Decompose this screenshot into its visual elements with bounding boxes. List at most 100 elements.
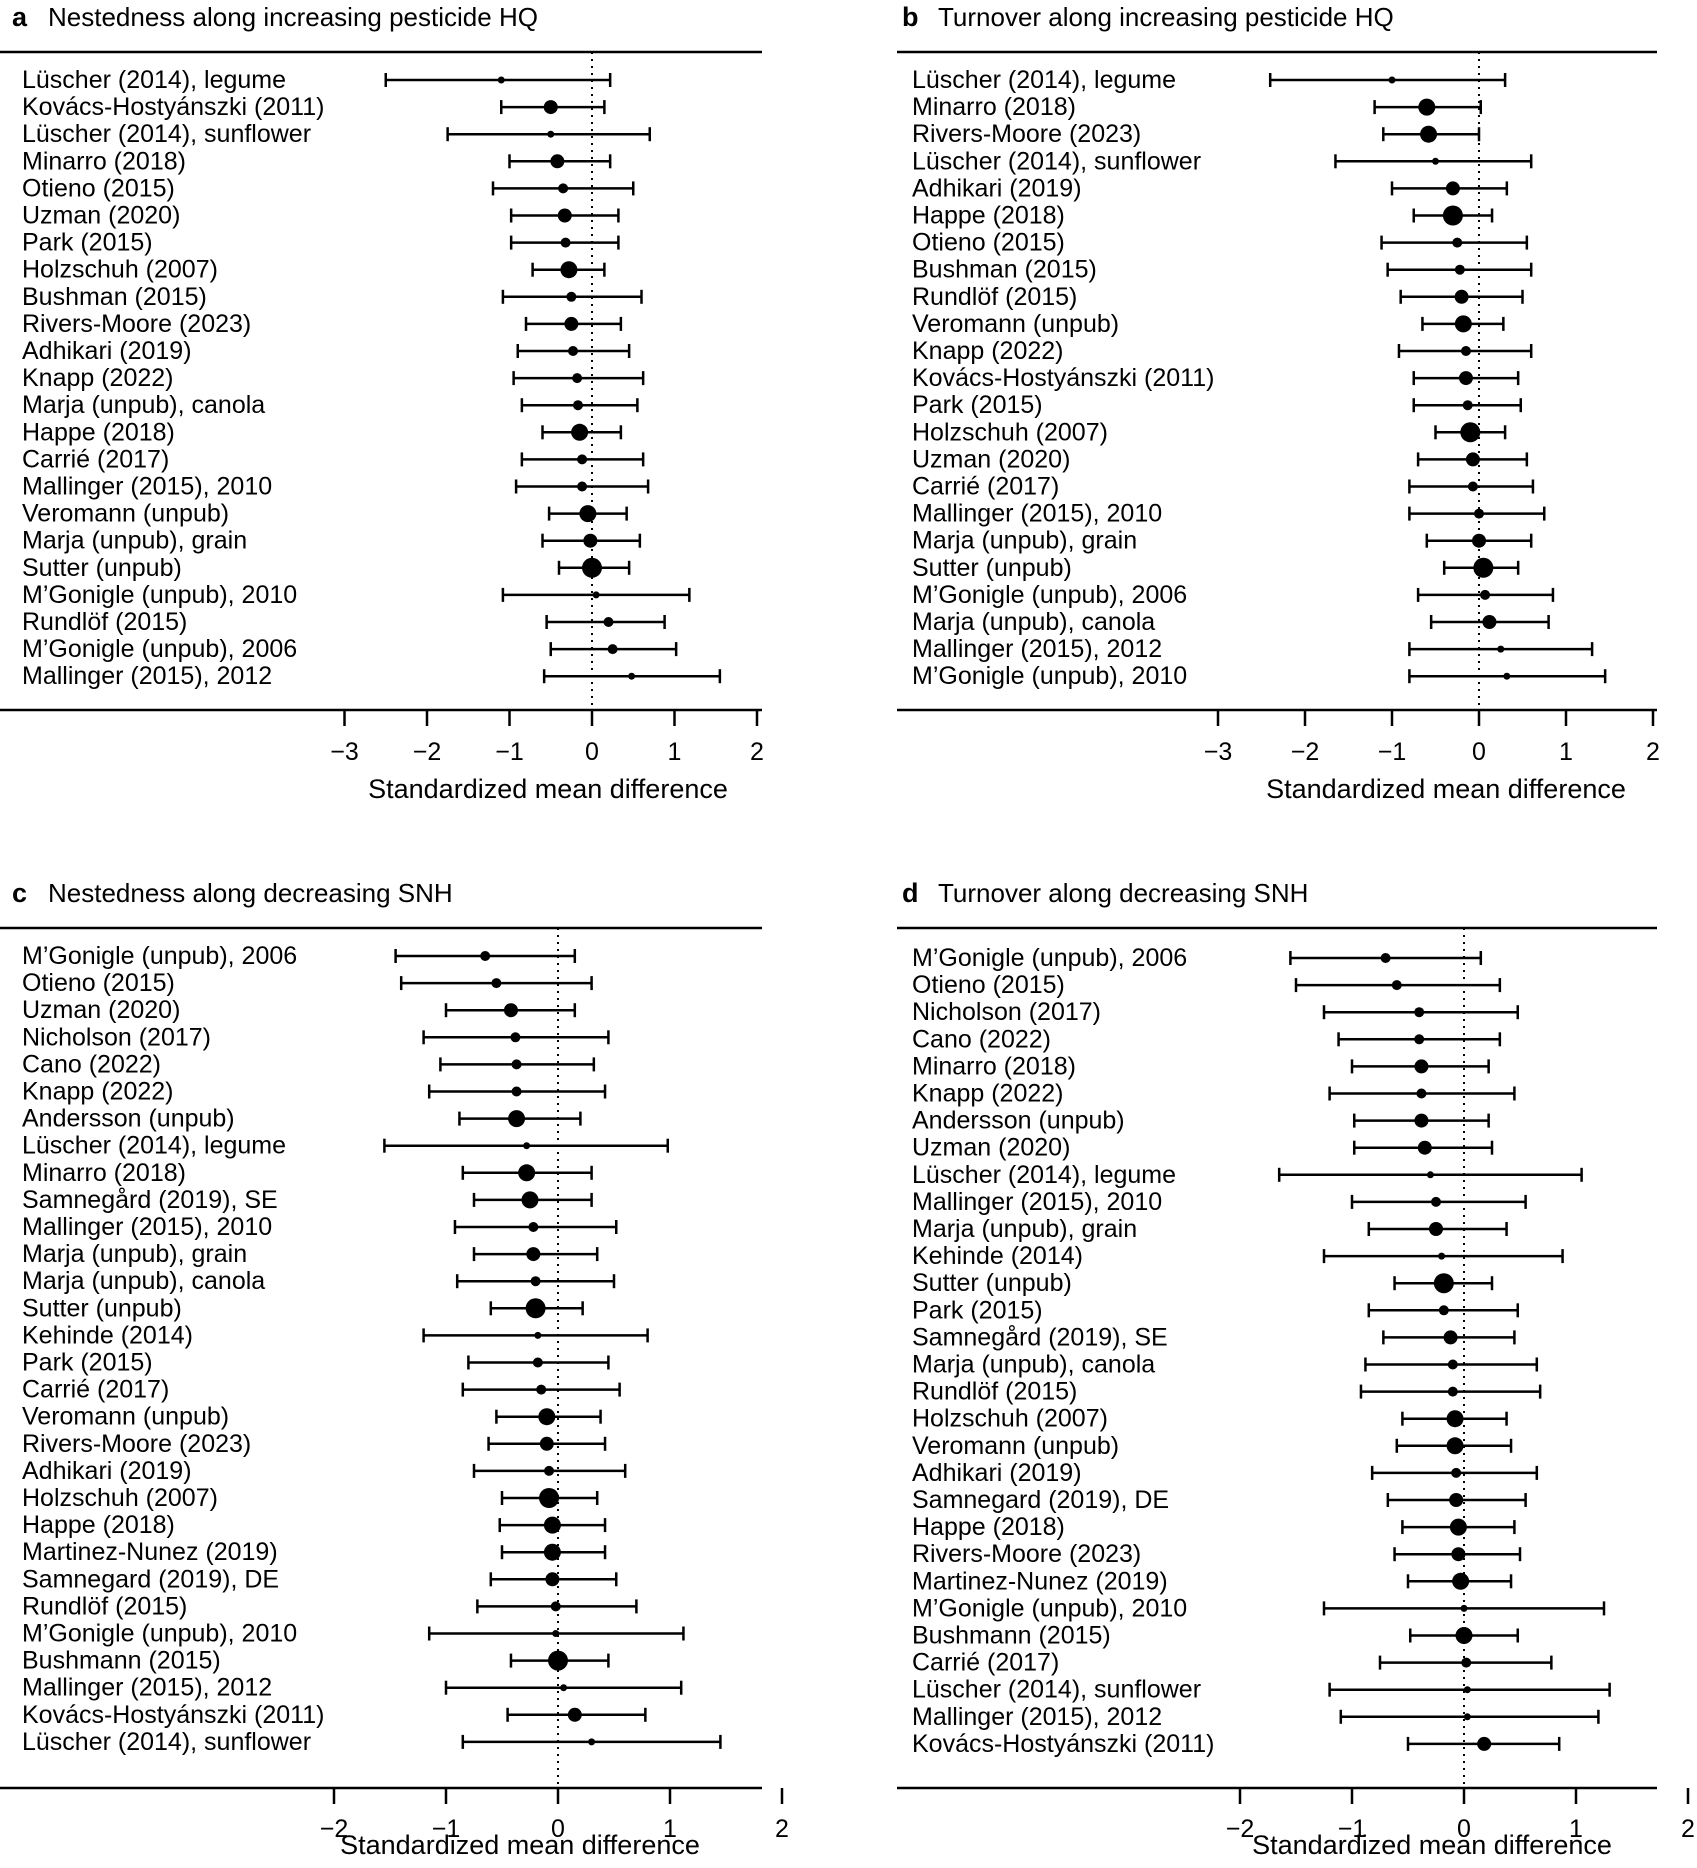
effect-size-point	[1418, 98, 1436, 116]
study-label: Mallinger (2015), 2012	[22, 662, 272, 690]
study-label: Samnegard (2019), DE	[912, 1486, 1169, 1514]
effect-size-point	[1446, 1410, 1464, 1428]
effect-size-point	[1414, 1059, 1429, 1074]
effect-size-point	[1445, 181, 1460, 196]
study-label: Veromann (unpub)	[22, 1403, 229, 1431]
effect-size-point	[1480, 589, 1491, 600]
study-label: Lüscher (2014), legume	[22, 66, 286, 94]
x-axis-label: Standardized mean difference	[368, 774, 728, 804]
study-label: Adhikari (2019)	[22, 1457, 192, 1485]
effect-size-point	[530, 1276, 541, 1287]
study-label: M’Gonigle (unpub), 2006	[912, 944, 1187, 972]
study-label: Minarro (2018)	[912, 93, 1076, 121]
effect-size-point	[1414, 1113, 1429, 1128]
effect-size-point	[1462, 400, 1473, 411]
study-label: Mallinger (2015), 2012	[912, 635, 1162, 663]
effect-size-point	[510, 1032, 521, 1043]
study-label: Sutter (unpub)	[22, 1294, 182, 1322]
effect-size-point	[480, 951, 491, 961]
effect-size-point	[491, 978, 502, 989]
study-label: Uzman (2020)	[22, 202, 180, 230]
effect-size-point	[1474, 508, 1484, 519]
study-label: Mallinger (2015), 2012	[22, 1674, 272, 1702]
study-label: Minarro (2018)	[22, 1159, 186, 1187]
effect-size-point	[560, 237, 571, 248]
x-tick-label: 2	[1681, 1815, 1695, 1843]
study-label: Bushmann (2015)	[22, 1647, 221, 1675]
study-label: Mallinger (2015), 2010	[912, 500, 1162, 528]
effect-size-point	[1463, 1713, 1471, 1721]
study-label: Marja (unpub), grain	[22, 1240, 247, 1268]
study-label: Cano (2022)	[912, 1025, 1051, 1053]
effect-size-point	[566, 291, 577, 302]
effect-size-point	[1454, 289, 1469, 304]
effect-size-point	[1451, 1547, 1466, 1562]
effect-size-point	[577, 454, 588, 465]
study-label: Samnegård (2019), SE	[912, 1323, 1168, 1351]
study-label: Nicholson (2017)	[912, 998, 1101, 1026]
effect-size-point	[1442, 205, 1463, 226]
x-tick-label: −1	[1338, 1815, 1367, 1843]
study-label: Rundlöf (2015)	[912, 283, 1077, 311]
x-tick-label: −3	[330, 738, 359, 766]
effect-size-point	[577, 481, 588, 492]
study-label: M’Gonigle (unpub), 2010	[912, 662, 1187, 690]
study-label: Minarro (2018)	[22, 147, 186, 175]
study-label: Kehinde (2014)	[22, 1321, 193, 1349]
study-label: M’Gonigle (unpub), 2010	[912, 1594, 1187, 1622]
effect-size-point	[603, 617, 614, 627]
study-label: Otieno (2015)	[912, 229, 1065, 257]
effect-size-point	[543, 100, 558, 115]
study-label: Rivers-Moore (2023)	[22, 1430, 251, 1458]
effect-size-point	[1460, 422, 1481, 443]
study-label: Happe (2018)	[912, 202, 1065, 230]
study-label: Park (2015)	[22, 229, 153, 257]
study-label: Carrié (2017)	[22, 445, 169, 473]
study-label: Park (2015)	[912, 1296, 1043, 1324]
effect-size-point	[545, 1572, 560, 1587]
study-label: Holzschuh (2007)	[22, 256, 218, 284]
study-label: Mallinger (2015), 2010	[22, 473, 272, 501]
effect-size-point	[1431, 1196, 1441, 1207]
effect-size-point	[1460, 346, 1471, 356]
effect-size-point	[548, 1650, 568, 1671]
study-label: Otieno (2015)	[22, 174, 175, 202]
effect-size-point	[1503, 672, 1511, 680]
effect-size-point	[1454, 315, 1472, 333]
study-label: Knapp (2022)	[22, 364, 174, 392]
effect-size-point	[550, 1601, 561, 1612]
effect-size-point	[1446, 1437, 1464, 1455]
panel-letter: a	[12, 2, 28, 32]
x-tick-label: 1	[663, 1815, 677, 1843]
study-label: Marja (unpub), grain	[22, 527, 247, 555]
effect-size-point	[558, 183, 569, 194]
panel-a: a Nestedness along increasing pesticide H…	[0, 2, 764, 804]
x-tick-label: −1	[432, 1815, 461, 1843]
effect-size-point	[1420, 125, 1438, 143]
effect-size-point	[532, 1357, 543, 1368]
x-tick-label: 0	[1472, 738, 1486, 766]
x-tick-label: 2	[750, 738, 764, 766]
effect-size-point	[1463, 1686, 1471, 1694]
study-label: Rivers-Moore (2023)	[22, 310, 251, 338]
study-label: Uzman (2020)	[912, 445, 1070, 473]
effect-size-point	[552, 1630, 560, 1637]
panel-title: Turnover along increasing pesticide HQ	[938, 2, 1394, 32]
x-tick-label: −2	[413, 738, 442, 766]
effect-size-point	[560, 261, 578, 279]
effect-size-point	[1482, 615, 1497, 629]
study-label: Rivers-Moore (2023)	[912, 120, 1141, 148]
effect-size-point	[523, 1142, 531, 1150]
x-tick-label: −2	[320, 1815, 349, 1843]
x-tick-label: −2	[1291, 738, 1320, 766]
study-label: Martinez-Nunez (2019)	[22, 1538, 278, 1566]
effect-size-point	[539, 1488, 560, 1508]
panel-c: c Nestedness along decreasing SNH −2 −1 0 1 2 S…	[0, 878, 789, 1860]
effect-size-point	[525, 1298, 546, 1319]
effect-size-point	[1414, 1034, 1425, 1045]
study-label: Lüscher (2014), sunflower	[22, 1728, 311, 1756]
study-label: Sutter (unpub)	[22, 554, 182, 582]
study-label: Mallinger (2015), 2010	[912, 1188, 1162, 1216]
study-label: Knapp (2022)	[912, 1080, 1064, 1108]
effect-size-point	[547, 130, 555, 138]
